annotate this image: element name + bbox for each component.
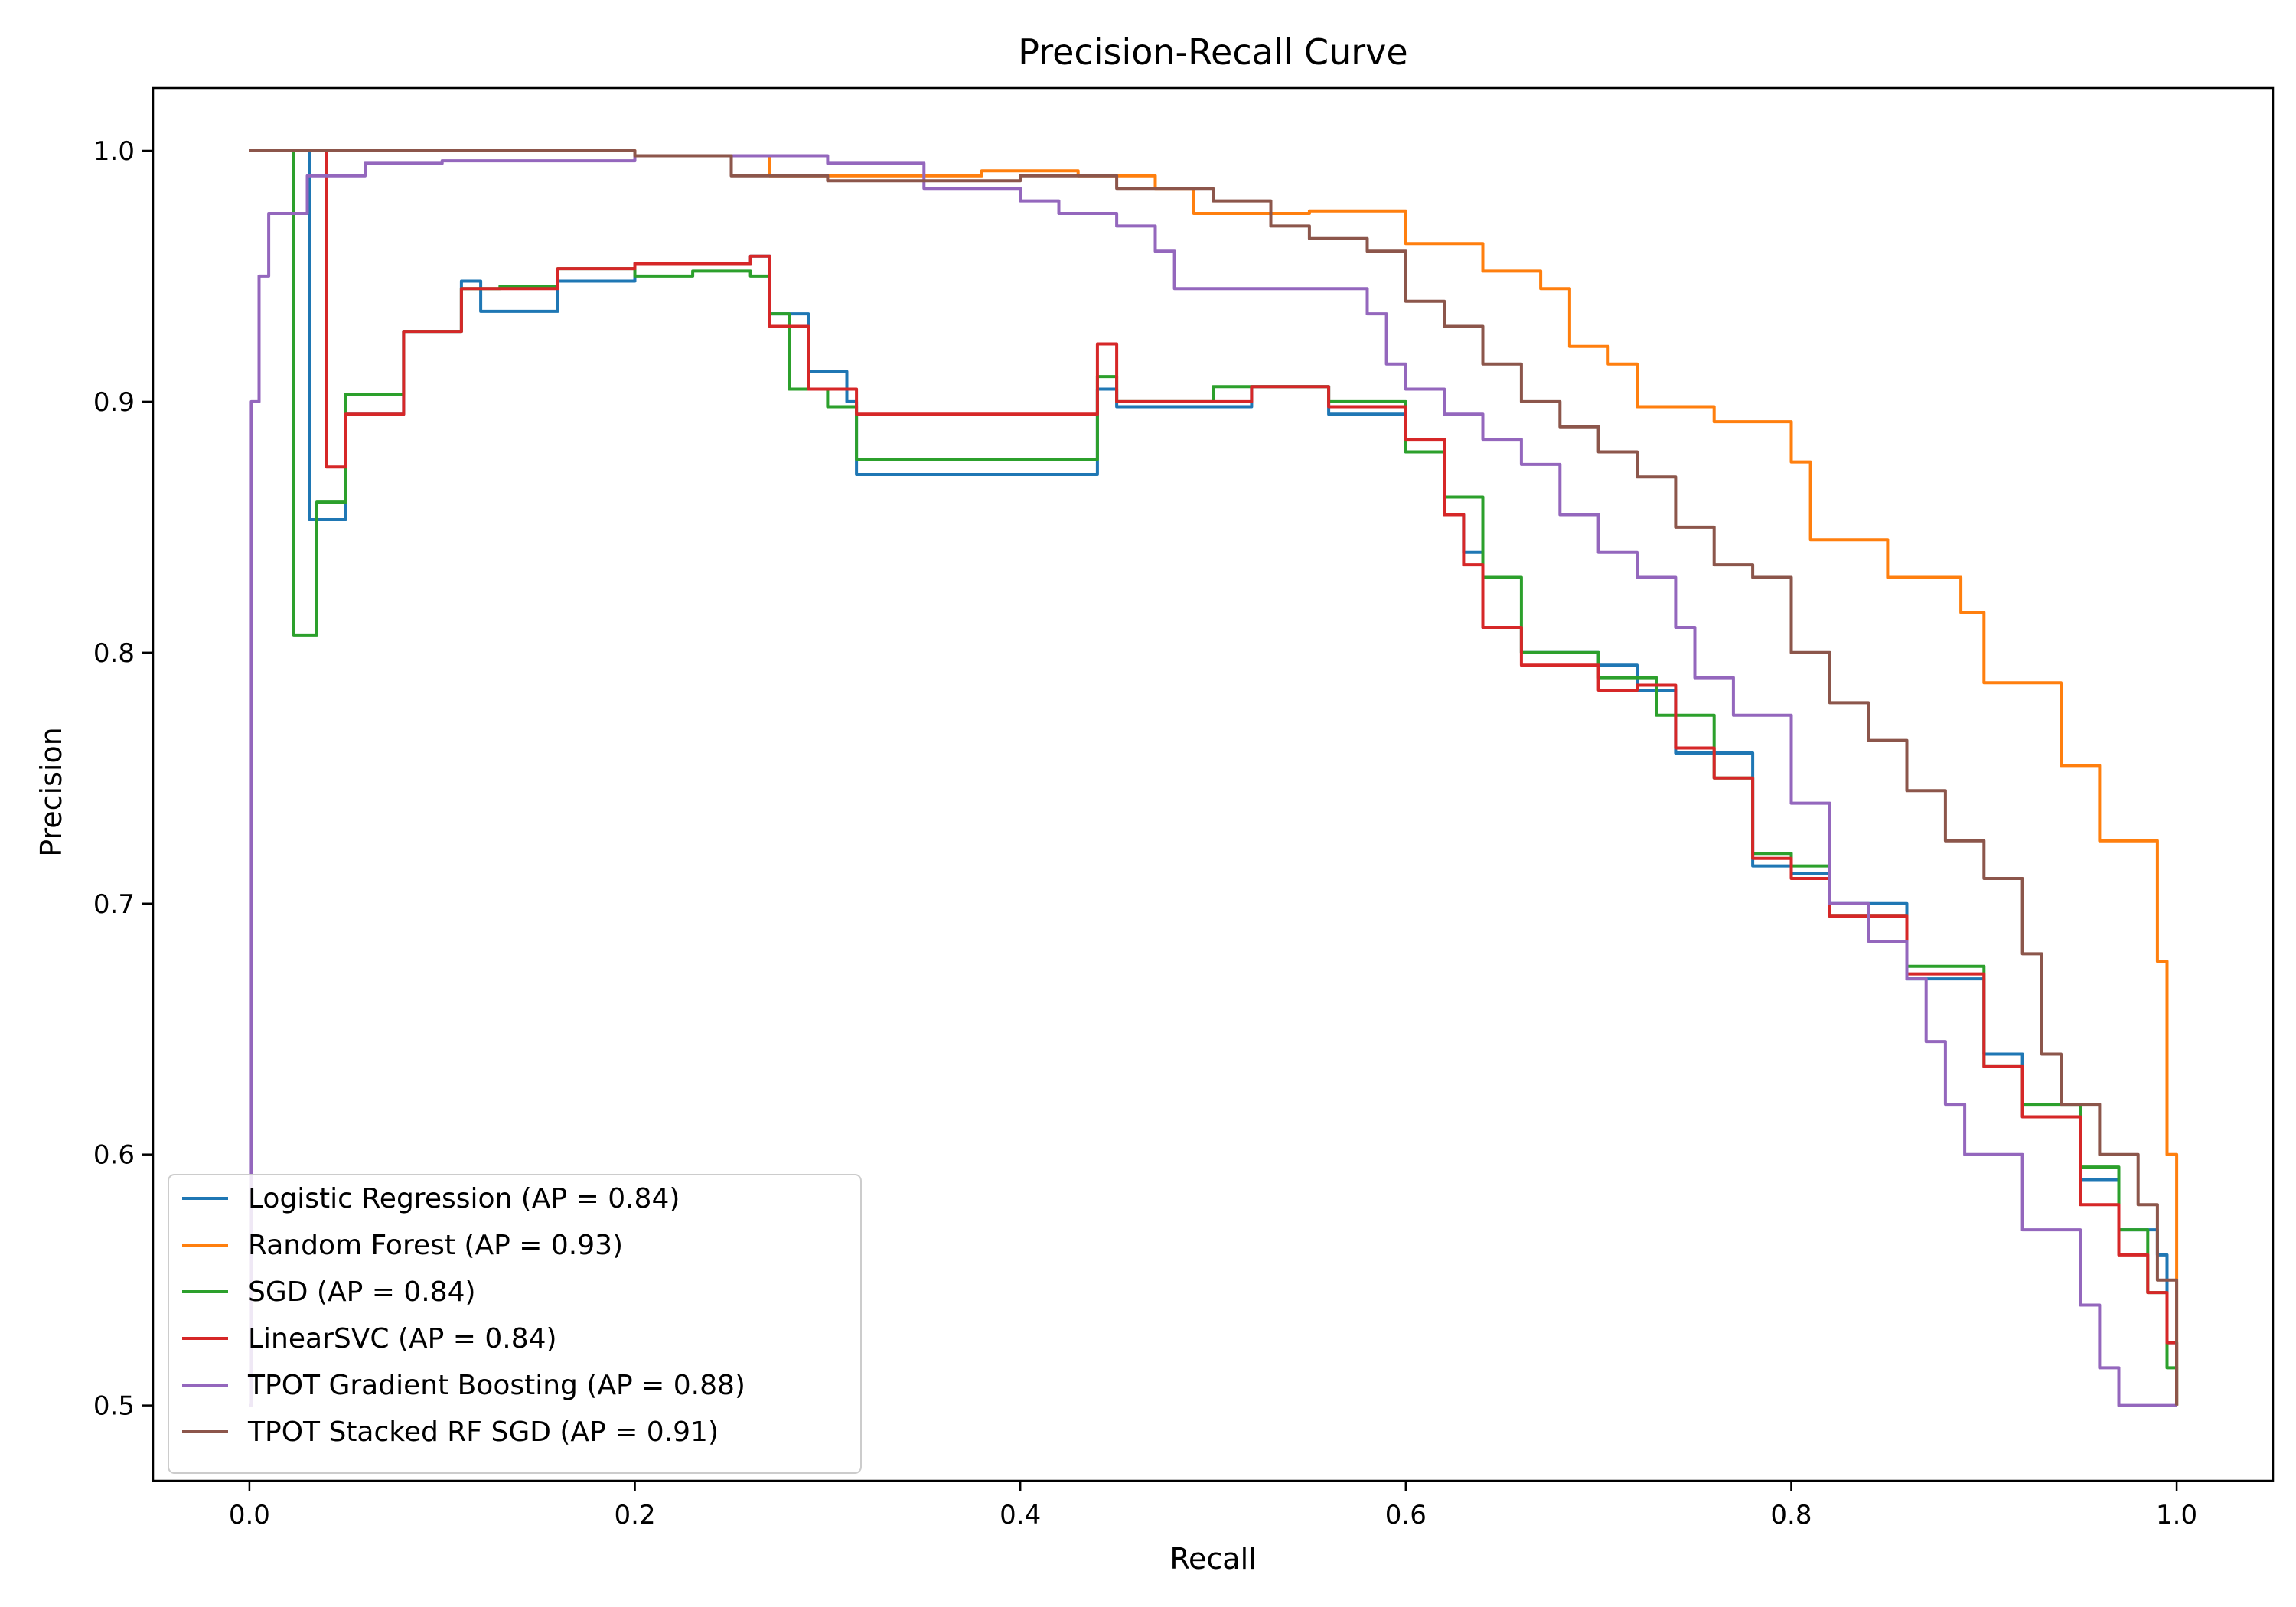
legend-label-2: Random Forest (AP = 0.93): [248, 1230, 623, 1261]
y-tick-label: 0.6: [93, 1140, 135, 1171]
x-tick-label: 0.2: [615, 1500, 656, 1530]
y-tick-label: 0.9: [93, 387, 135, 418]
x-tick-label: 1.0: [2156, 1500, 2197, 1530]
y-tick-label: 0.7: [93, 889, 135, 920]
x-tick-label: 0.0: [229, 1500, 270, 1530]
chart-title: Precision-Recall Curve: [1018, 31, 1407, 73]
legend-label-5: TPOT Gradient Boosting (AP = 0.88): [247, 1370, 745, 1401]
y-tick-label: 1.0: [93, 136, 135, 167]
series-line-2: [249, 149, 2179, 1406]
x-tick-label: 0.4: [1000, 1500, 1041, 1530]
legend: Logistic Regression (AP = 0.84) Random Fo…: [168, 1174, 862, 1474]
y-axis-title: Precision: [34, 727, 68, 857]
y-tick-label: 0.5: [93, 1391, 135, 1422]
x-axis-title: Recall: [1169, 1542, 1256, 1576]
series-line-4: [249, 149, 2179, 1406]
series-line-5: [249, 154, 2177, 1407]
plot-area: [249, 149, 2179, 1407]
x-tick-label: 0.6: [1385, 1500, 1427, 1530]
axes-frame: [152, 86, 2275, 1482]
legend-label-1: Logistic Regression (AP = 0.84): [248, 1183, 680, 1214]
legend-label-6: TPOT Stacked RF SGD (AP = 0.91): [247, 1416, 719, 1448]
legend-box: [168, 1174, 862, 1474]
x-tick-label: 0.8: [1770, 1500, 1812, 1530]
series-line-6: [249, 149, 2179, 1406]
legend-label-4: LinearSVC (AP = 0.84): [248, 1323, 557, 1354]
y-tick-label: 0.8: [93, 638, 135, 669]
legend-label-3: SGD (AP = 0.84): [248, 1276, 476, 1308]
axes: 0.0 0.2 0.4 0.6 0.8 1.0 0.5 0.6 0.7 0.8 0.9 1.0: [93, 86, 2275, 1530]
